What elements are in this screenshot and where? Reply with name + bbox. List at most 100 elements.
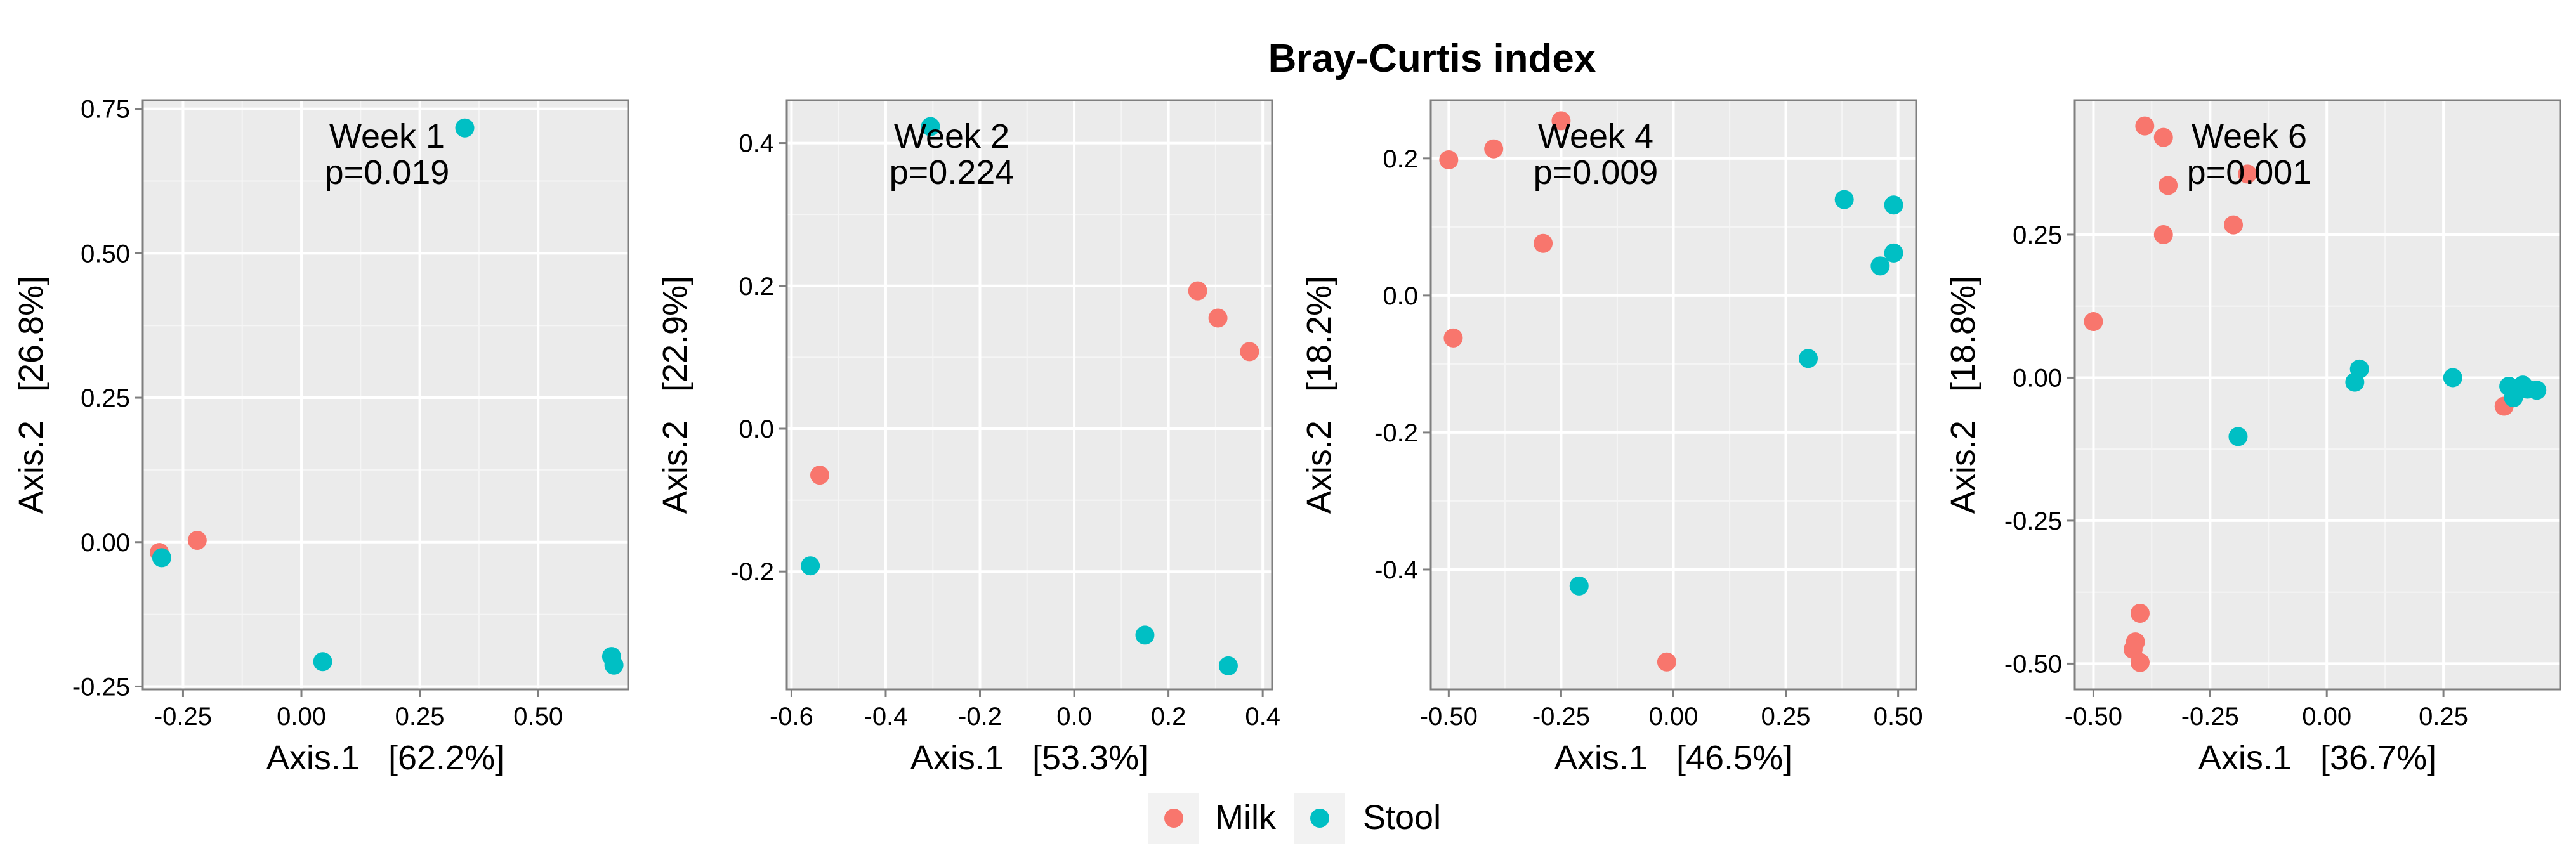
x-tick-label: 0.2 [1151, 703, 1186, 731]
panel-annotation-week: Week 2 [894, 117, 1009, 155]
data-point [1208, 308, 1228, 328]
data-point [455, 118, 475, 138]
x-tick-label: -0.2 [958, 703, 1002, 731]
y-tick-label: 0.0 [739, 415, 774, 443]
panel-4: -0.50 -0.25 0.00 0.25 -0.50 -0.25 0.00 0.25 Axis… [1944, 99, 2561, 777]
plot-background [143, 100, 628, 689]
data-point [1534, 233, 1553, 253]
data-point [1240, 342, 1259, 362]
data-point [2084, 312, 2103, 332]
y-tick-label: 0.2 [1383, 145, 1418, 173]
data-point [2224, 215, 2244, 235]
x-axis-label: Axis.1 [53.3%] [910, 739, 1148, 777]
x-tick-label: 0.00 [1649, 703, 1699, 731]
data-point [921, 117, 940, 136]
y-axis-label: Axis.2 [18.8%] [1944, 276, 1982, 514]
series-stool [152, 118, 624, 675]
data-point [2504, 388, 2523, 408]
x-tick-label: 0.25 [395, 703, 445, 731]
data-point [2135, 116, 2155, 136]
x-tick-label: 0.25 [1761, 703, 1811, 731]
data-point [801, 556, 820, 576]
x-tick-label: -0.25 [154, 703, 212, 731]
x-tick-label: -0.4 [864, 703, 908, 731]
panel-1: -0.25 0.00 0.25 0.50 -0.25 0.00 0.25 0.50 0.75 Ax… [12, 96, 629, 777]
data-point [2349, 359, 2369, 379]
data-point [2443, 368, 2462, 388]
panels: -0.25 0.00 0.25 0.50 -0.25 0.00 0.25 0.50 0.75 Ax… [12, 96, 2561, 777]
plot-background [2075, 100, 2560, 689]
panel-annotation-week: Week 6 [2192, 117, 2307, 155]
data-point [1799, 349, 1818, 368]
x-axis-label: Axis.1 [62.2%] [266, 739, 504, 777]
legend-marker [1164, 809, 1183, 828]
data-point [2527, 381, 2547, 400]
y-axis-label: Axis.2 [22.9%] [656, 276, 694, 514]
x-tick-label: 0.00 [277, 703, 326, 731]
y-tick-label: 0.2 [739, 273, 774, 301]
series-milk [1439, 111, 1676, 672]
y-tick-label: -0.2 [1374, 419, 1418, 447]
y-axis-label: Axis.2 [18.2%] [1300, 276, 1338, 514]
data-point [1484, 139, 1504, 159]
data-point [604, 655, 624, 675]
x-tick-label: 0.00 [2302, 703, 2351, 731]
data-point [1569, 576, 1589, 596]
data-point [2153, 127, 2173, 147]
data-point [810, 466, 829, 485]
series-stool [2228, 359, 2547, 446]
y-tick-label: 0.0 [1383, 282, 1418, 310]
data-point [2130, 653, 2150, 672]
series-milk [810, 281, 1259, 485]
y-tick-label: 0.25 [2013, 221, 2062, 249]
panel-annotation-pvalue: p=0.019 [325, 153, 450, 192]
panel-3: -0.50 -0.25 0.00 0.25 0.50 -0.4 -0.2 0.0 0.2 Axis… [1300, 99, 1923, 777]
data-point [1834, 190, 1854, 209]
y-tick-label: -0.25 [72, 673, 130, 701]
y-tick-label: -0.50 [2004, 650, 2062, 678]
legend-item-stool: Stool [1294, 793, 1441, 844]
panel-annotation-pvalue: p=0.009 [1534, 153, 1659, 192]
series-milk [2084, 116, 2514, 672]
x-tick-label: -0.50 [2065, 703, 2122, 731]
series-stool [1569, 190, 1903, 596]
legend-marker [1310, 809, 1329, 828]
panel-border [2073, 99, 2561, 691]
series-stool [801, 117, 1238, 675]
y-tick-label: 0.75 [81, 96, 130, 124]
x-tick-label: -0.50 [1420, 703, 1478, 731]
data-point [187, 531, 207, 551]
x-tick-label: 0.50 [1874, 703, 1923, 731]
x-tick-label: 0.0 [1056, 703, 1092, 731]
data-point [1884, 195, 1903, 215]
y-tick-label: 0.50 [81, 240, 130, 268]
y-tick-label: 0.4 [739, 130, 774, 158]
panel-annotation-pvalue: p=0.224 [890, 153, 1015, 192]
data-point [1135, 625, 1155, 645]
plot-background [787, 100, 1272, 689]
data-point [2153, 225, 2173, 244]
x-axis-label: Axis.1 [46.5%] [1554, 739, 1792, 777]
data-point [1657, 652, 1676, 672]
y-tick-label: 0.25 [81, 384, 130, 412]
legend-item-milk: Milk [1148, 793, 1277, 844]
panel-2: -0.6 -0.4 -0.2 0.0 0.2 0.4 -0.2 0.0 0.2 0.4 Axis.1… [656, 99, 1280, 777]
data-point [1188, 281, 1207, 301]
panel-annotation-week: Week 1 [329, 117, 445, 155]
y-tick-label: 0.00 [2013, 364, 2062, 392]
data-point [1218, 656, 1238, 675]
panel-annotation-pvalue: p=0.001 [2187, 153, 2312, 192]
x-tick-label: 0.4 [1245, 703, 1280, 731]
data-point [1884, 243, 1903, 263]
x-tick-label: 0.50 [513, 703, 563, 731]
x-tick-label: -0.6 [770, 703, 813, 731]
legend: Milk Stool [1148, 793, 1441, 844]
data-point [313, 652, 332, 672]
data-point [1551, 111, 1571, 131]
x-axis-label: Axis.1 [36.7%] [2198, 739, 2436, 777]
y-tick-label: -0.2 [730, 558, 774, 586]
data-point [1439, 150, 1459, 169]
x-tick-label: 0.25 [2419, 703, 2468, 731]
data-point [2159, 176, 2178, 195]
